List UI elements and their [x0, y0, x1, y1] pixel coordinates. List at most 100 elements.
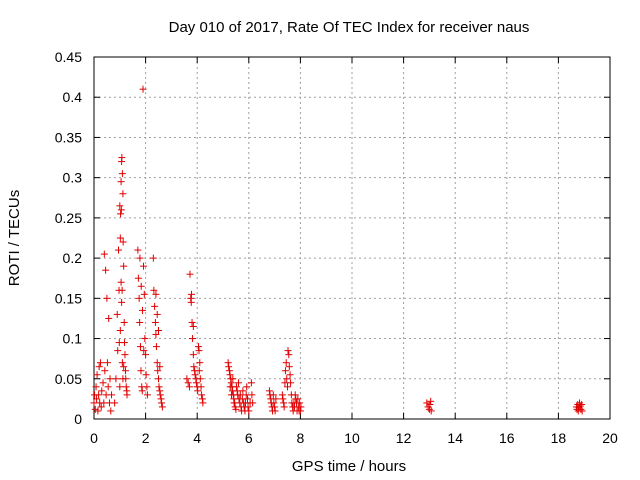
data-point	[140, 347, 148, 355]
data-point	[245, 407, 253, 415]
y-tick-label: 0.25	[55, 210, 82, 226]
data-point	[234, 379, 242, 387]
data-point	[103, 359, 111, 367]
data-point	[92, 383, 100, 391]
y-tick-label: 0.3	[63, 170, 83, 186]
data-point	[118, 170, 126, 178]
y-tick-label: 0.1	[63, 331, 83, 347]
data-point	[296, 399, 304, 407]
data-point	[280, 399, 288, 407]
data-point	[158, 399, 166, 407]
data-point	[225, 367, 233, 375]
x-tick-label: 18	[551, 430, 567, 446]
data-point	[117, 210, 125, 218]
data-point	[118, 154, 126, 162]
x-tick-label: 20	[602, 430, 618, 446]
data-point	[249, 399, 257, 407]
data-point	[190, 363, 198, 371]
data-point	[115, 339, 123, 347]
data-point	[152, 290, 160, 298]
data-point	[226, 371, 234, 379]
data-point	[194, 387, 202, 395]
data-point	[105, 314, 113, 322]
x-tick-label: 16	[499, 430, 515, 446]
data-point	[154, 367, 162, 375]
data-point	[117, 278, 125, 286]
data-point	[226, 383, 234, 391]
data-point	[93, 371, 101, 379]
data-point	[139, 306, 147, 314]
data-point	[140, 262, 148, 270]
data-point	[189, 351, 197, 359]
data-point	[153, 359, 161, 367]
y-tick-label: 0.4	[63, 89, 83, 105]
x-tick-label: 0	[90, 430, 98, 446]
data-point	[93, 395, 101, 403]
data-point	[113, 310, 121, 318]
data-points	[90, 85, 586, 415]
data-point	[155, 327, 162, 335]
data-point	[291, 391, 299, 399]
data-point	[99, 379, 107, 387]
data-point	[138, 387, 146, 395]
data-point	[286, 371, 294, 379]
data-point	[106, 375, 114, 383]
x-tick-label: 4	[193, 430, 201, 446]
data-point	[118, 286, 126, 294]
data-point	[155, 383, 163, 391]
x-tick-label: 6	[245, 430, 253, 446]
data-point	[112, 375, 120, 383]
data-point	[142, 351, 150, 359]
data-point	[270, 399, 278, 407]
data-point	[271, 403, 279, 411]
data-point	[297, 403, 305, 411]
data-point	[151, 302, 159, 310]
data-point	[137, 282, 145, 290]
data-point	[195, 347, 203, 355]
data-point	[120, 318, 128, 326]
data-point	[272, 395, 280, 403]
data-point	[142, 371, 150, 379]
data-point	[116, 234, 124, 242]
data-point	[118, 359, 126, 367]
data-point	[239, 387, 247, 395]
data-point	[296, 407, 304, 415]
data-point	[194, 343, 202, 351]
data-point	[284, 383, 291, 391]
data-point	[156, 391, 164, 399]
data-point	[232, 383, 240, 391]
data-point	[280, 403, 288, 411]
data-point	[578, 407, 586, 415]
data-point	[119, 190, 127, 198]
grid-lines	[94, 57, 610, 419]
data-point	[284, 347, 292, 355]
data-point	[120, 262, 128, 270]
data-point	[153, 310, 161, 318]
x-tick-label: 14	[447, 430, 463, 446]
data-point	[199, 399, 207, 407]
data-point	[279, 395, 287, 403]
data-point	[114, 347, 122, 355]
y-axis-label: ROTI / TECUs	[6, 190, 23, 286]
y-tick-label: 0.05	[55, 371, 82, 387]
x-tick-label: 2	[142, 430, 150, 446]
data-point	[119, 375, 127, 383]
data-point	[96, 359, 104, 367]
data-point	[198, 391, 206, 399]
data-point	[156, 363, 164, 371]
data-point	[117, 178, 125, 186]
data-point	[228, 391, 236, 399]
data-point	[94, 407, 102, 415]
data-point	[248, 391, 256, 399]
data-point	[156, 387, 164, 395]
data-point	[119, 238, 127, 246]
data-point	[198, 395, 206, 403]
data-point	[118, 298, 126, 306]
data-point	[116, 202, 124, 210]
data-point	[121, 351, 129, 359]
data-point	[283, 375, 291, 383]
data-point	[152, 343, 160, 351]
data-point	[269, 391, 277, 399]
y-tick-label: 0.45	[55, 49, 82, 65]
data-point	[294, 395, 302, 403]
